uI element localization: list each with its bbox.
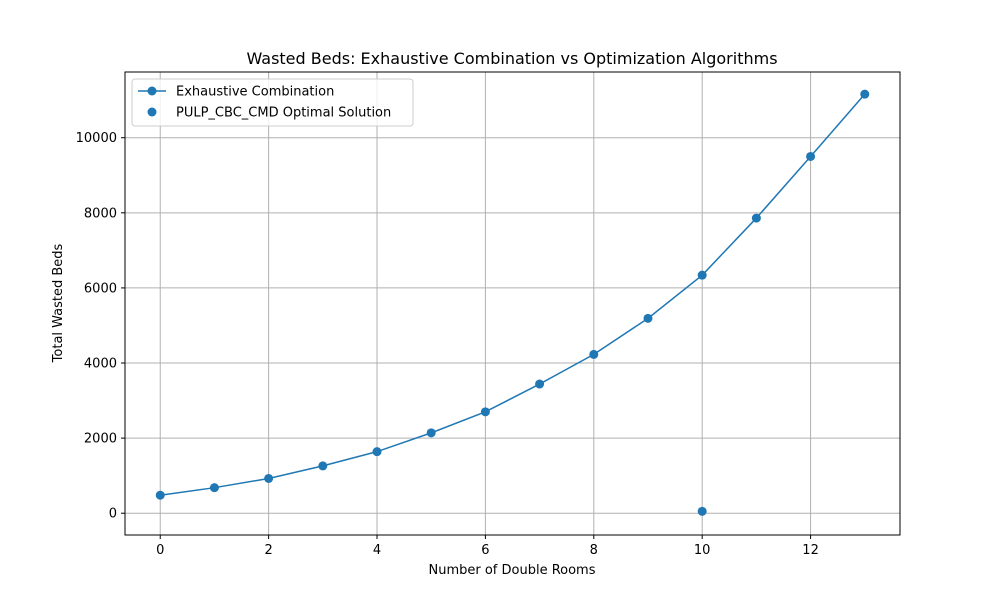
data-point — [209, 483, 219, 493]
x-tick-label: 6 — [481, 543, 489, 558]
y-tick-label: 0 — [109, 507, 117, 522]
y-axis: 0 2000 4000 6000 8000 10000 — [76, 131, 125, 522]
legend-marker — [147, 86, 157, 96]
y-tick-label: 4000 — [84, 357, 117, 372]
data-point — [264, 473, 274, 483]
x-tick-label: 2 — [264, 543, 272, 558]
chart-title: Wasted Beds: Exhaustive Combination vs O… — [246, 49, 777, 68]
series-line — [160, 93, 866, 496]
legend-label: Exhaustive Combination — [176, 85, 334, 100]
data-point — [697, 506, 707, 516]
data-point — [643, 313, 653, 323]
data-point — [806, 151, 816, 161]
y-axis-label: Total Wasted Beds — [51, 243, 66, 363]
x-tick-label: 10 — [694, 543, 711, 558]
series-layer — [155, 89, 870, 516]
legend-marker — [147, 107, 157, 117]
legend: Exhaustive Combination PULP_CBC_CMD Optim… — [131, 78, 414, 127]
x-tick-label: 12 — [802, 543, 819, 558]
data-point — [480, 407, 490, 417]
x-tick-label: 8 — [590, 543, 598, 558]
legend-label: PULP_CBC_CMD Optimal Solution — [176, 106, 391, 121]
data-point — [426, 428, 436, 438]
series-2 — [697, 506, 707, 516]
x-tick-label: 0 — [156, 543, 164, 558]
series-1 — [155, 89, 870, 500]
data-point — [318, 461, 328, 471]
x-axis-label: Number of Double Rooms — [428, 563, 595, 578]
data-point — [589, 349, 599, 359]
plot-area — [124, 71, 901, 536]
y-tick-label: 6000 — [84, 281, 117, 296]
data-point — [372, 447, 382, 457]
data-point — [697, 270, 707, 280]
data-point — [751, 213, 761, 223]
legend-box — [131, 78, 414, 127]
y-tick-label: 8000 — [84, 206, 117, 221]
grid — [125, 72, 900, 535]
data-point — [860, 89, 870, 99]
data-point — [535, 379, 545, 389]
x-axis: 0 2 4 6 8 10 12 — [156, 535, 819, 558]
x-tick-label: 4 — [373, 543, 381, 558]
y-tick-label: 10000 — [76, 131, 117, 146]
y-tick-label: 2000 — [84, 432, 117, 447]
data-point — [155, 490, 165, 500]
